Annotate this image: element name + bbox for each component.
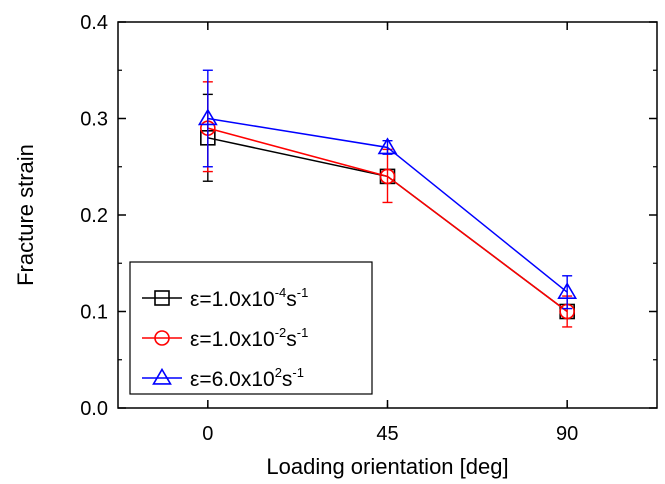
legend-marker-circle — [154, 330, 170, 346]
legend-label: ε=1.0x10-2s-1 — [190, 325, 308, 351]
legend-item: ε=1.0x10-2s-1 — [142, 325, 308, 351]
y-axis-label: Fracture strain — [13, 144, 38, 286]
legend: ε=1.0x10-4s-1 ε=1.0x10-2s-1 ε=6.0x102s-1 — [129, 261, 373, 395]
data-point-triangle — [377, 137, 398, 155]
x-axis-label: Loading orientation [deg] — [266, 454, 508, 479]
series-line — [207, 117, 568, 293]
legend-marker-square — [154, 290, 170, 306]
legend-marker-triangle — [152, 367, 172, 385]
data-point-triangle — [197, 108, 218, 126]
y-tick-label: 0.0 — [80, 398, 108, 420]
legend-item: ε=1.0x10-4s-1 — [142, 285, 308, 311]
legend-label: ε=1.0x10-4s-1 — [190, 285, 308, 311]
x-tick-label: 90 — [556, 423, 578, 445]
data-point-circle — [379, 168, 396, 185]
axis-ticks — [118, 21, 657, 409]
series-triangle — [197, 69, 578, 310]
series-layer — [197, 69, 578, 328]
legend-item: ε=6.0x102s-1 — [142, 365, 304, 391]
y-tick-label: 0.2 — [80, 205, 108, 227]
y-tick-label: 0.3 — [80, 109, 108, 131]
x-tick-label: 0 — [202, 423, 213, 445]
series-line — [207, 127, 568, 313]
axis-tick-labels: 0.0 0.1 0.2 0.3 0.4 0 45 90 — [80, 12, 578, 445]
legend-label: ε=6.0x102s-1 — [190, 365, 304, 391]
data-point-triangle — [557, 282, 578, 299]
legend-box — [129, 261, 373, 395]
x-tick-label: 45 — [376, 423, 398, 445]
y-tick-label: 0.4 — [80, 12, 108, 34]
y-tick-label: 0.1 — [80, 302, 108, 324]
